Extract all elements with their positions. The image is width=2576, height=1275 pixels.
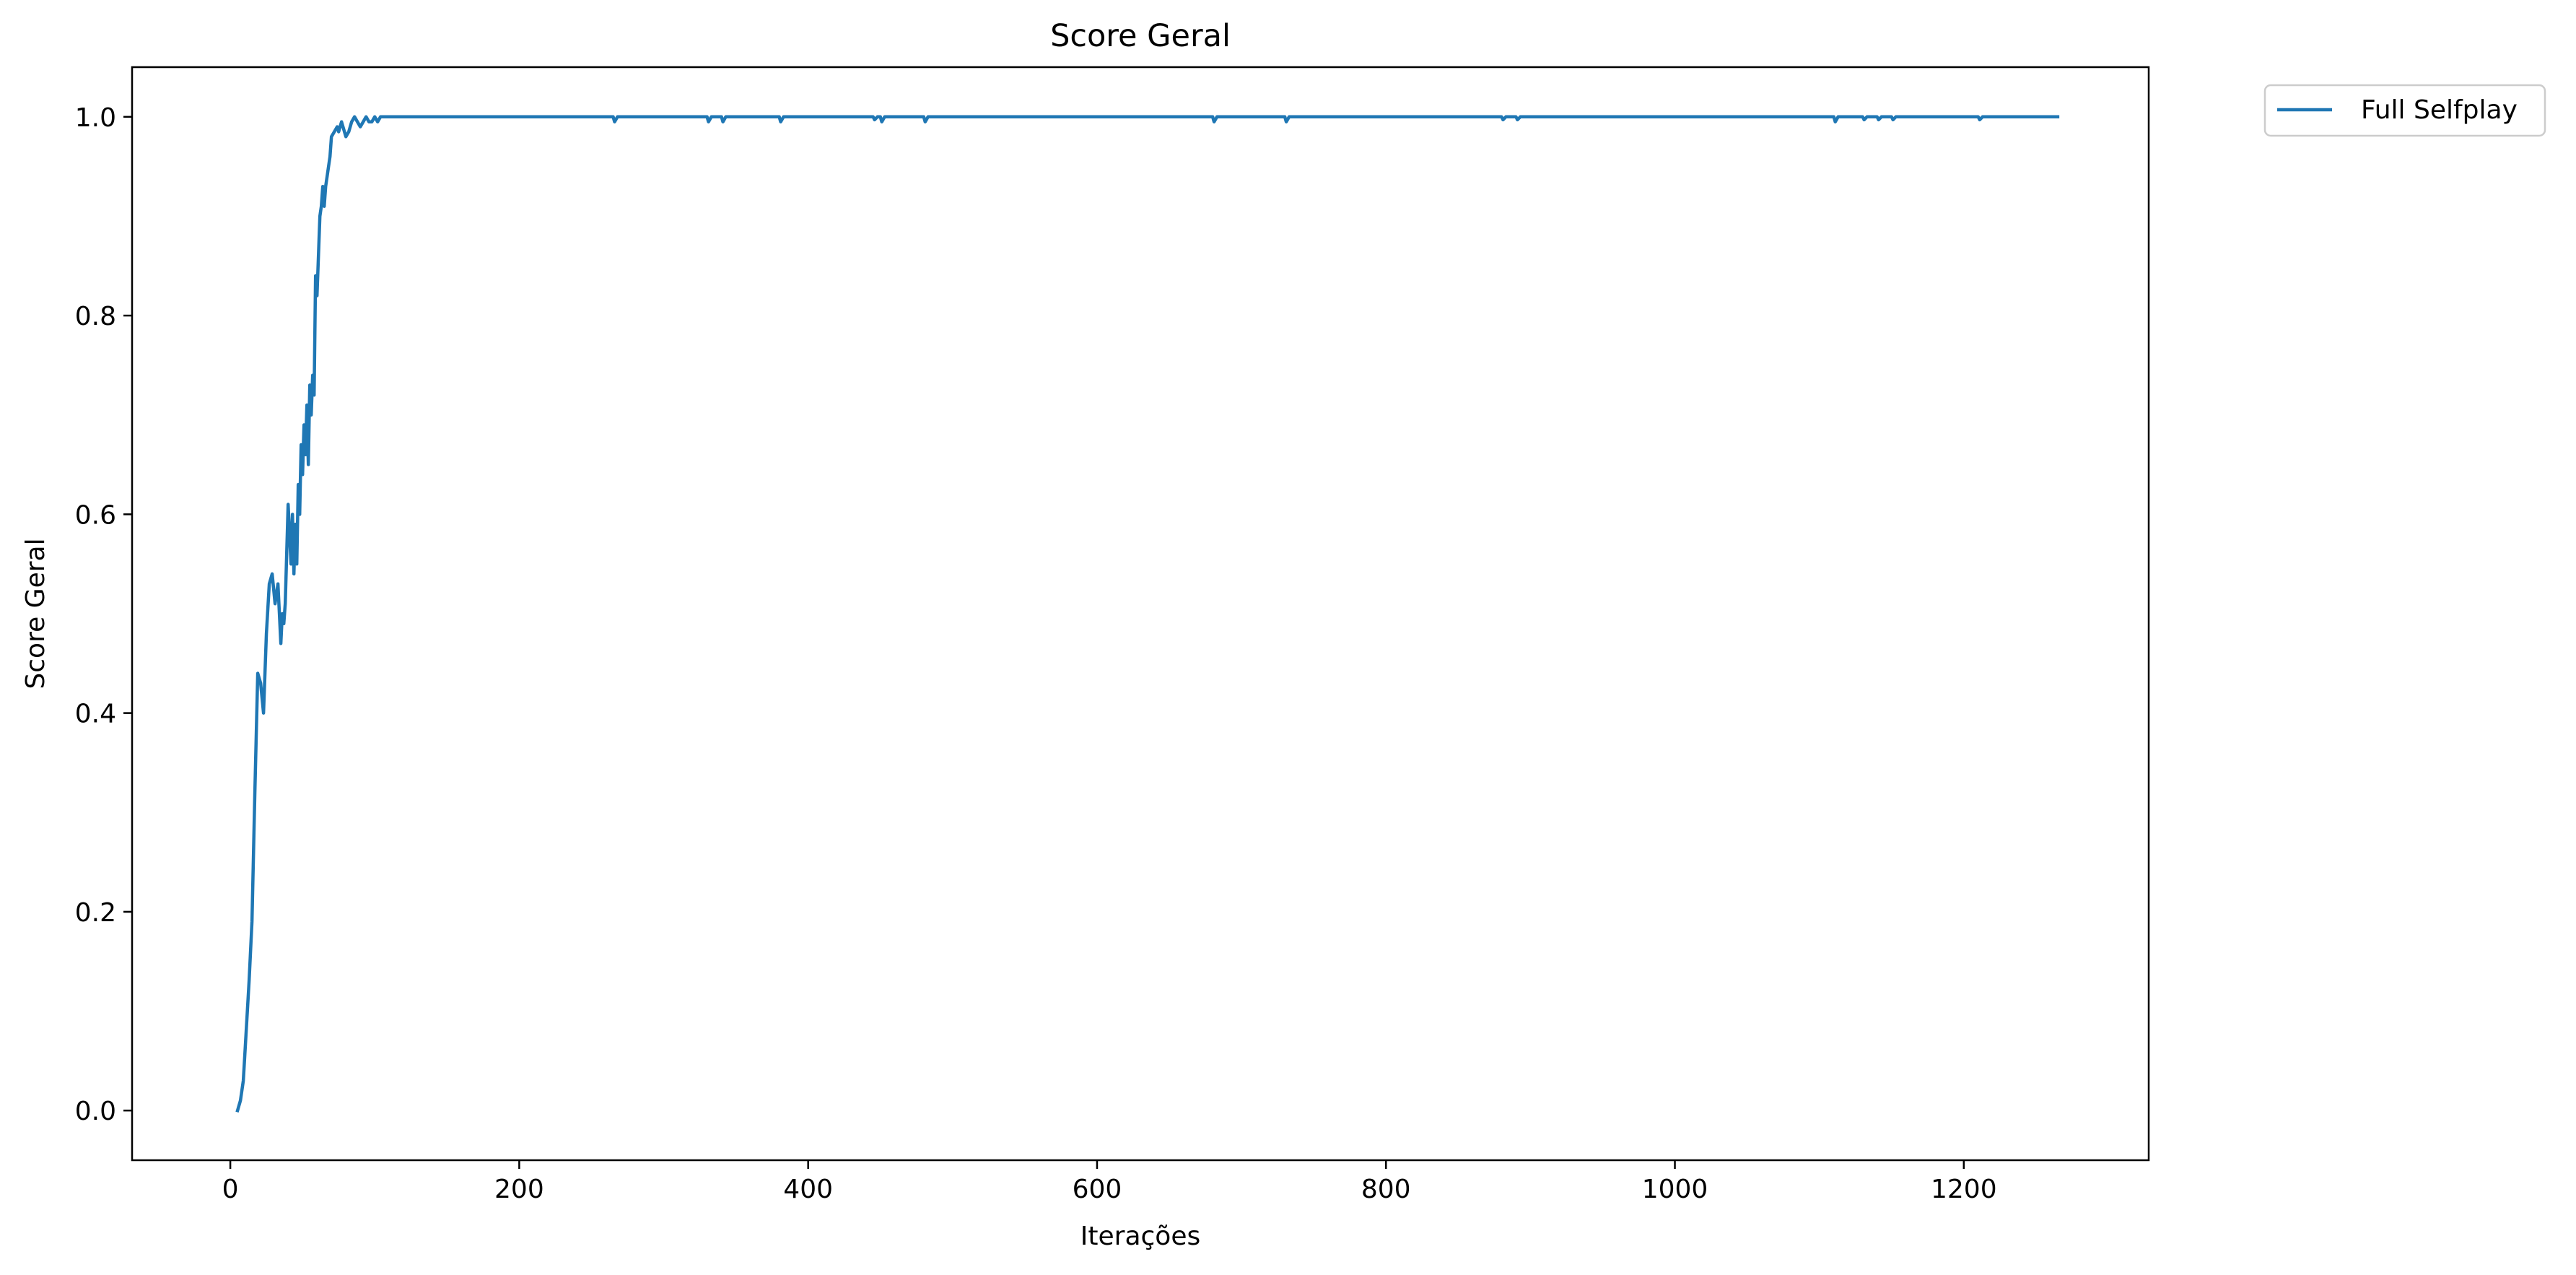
x-tick-label: 200: [494, 1175, 544, 1204]
x-axis: 0 200 400 600 800 1000 1200: [222, 1160, 1997, 1204]
legend-frame: [2263, 84, 2546, 137]
x-tick-label: 400: [783, 1175, 833, 1204]
y-tick-label: 0.4: [75, 700, 116, 729]
x-tick-label: 0: [222, 1175, 239, 1204]
series-layer: [235, 115, 2060, 1113]
x-axis-label: Iterações: [1080, 1222, 1200, 1251]
legend-label: Full Selfplay: [2361, 95, 2518, 125]
x-tick-label: 1000: [1642, 1175, 1708, 1204]
chart-title: Score Geral: [1050, 18, 1231, 54]
plot-frame: [131, 66, 2150, 1162]
y-tick-label: 0.0: [75, 1097, 116, 1126]
legend: Full Selfplay: [2263, 84, 2546, 137]
plot-area: [131, 66, 2150, 1162]
y-tick-label: 0.2: [75, 898, 116, 928]
x-tick-label: 1200: [1931, 1175, 1997, 1204]
x-tick-label: 600: [1073, 1175, 1122, 1204]
y-axis-label: Score Geral: [21, 538, 51, 689]
series-line: [235, 115, 2060, 1113]
y-tick-label: 0.8: [75, 302, 116, 331]
y-tick-label: 1.0: [75, 103, 116, 133]
y-axis: 0.0 0.2 0.4 0.6 0.8 1.0: [75, 103, 132, 1126]
x-tick-label: 800: [1361, 1175, 1411, 1204]
y-tick-label: 0.6: [75, 500, 116, 530]
